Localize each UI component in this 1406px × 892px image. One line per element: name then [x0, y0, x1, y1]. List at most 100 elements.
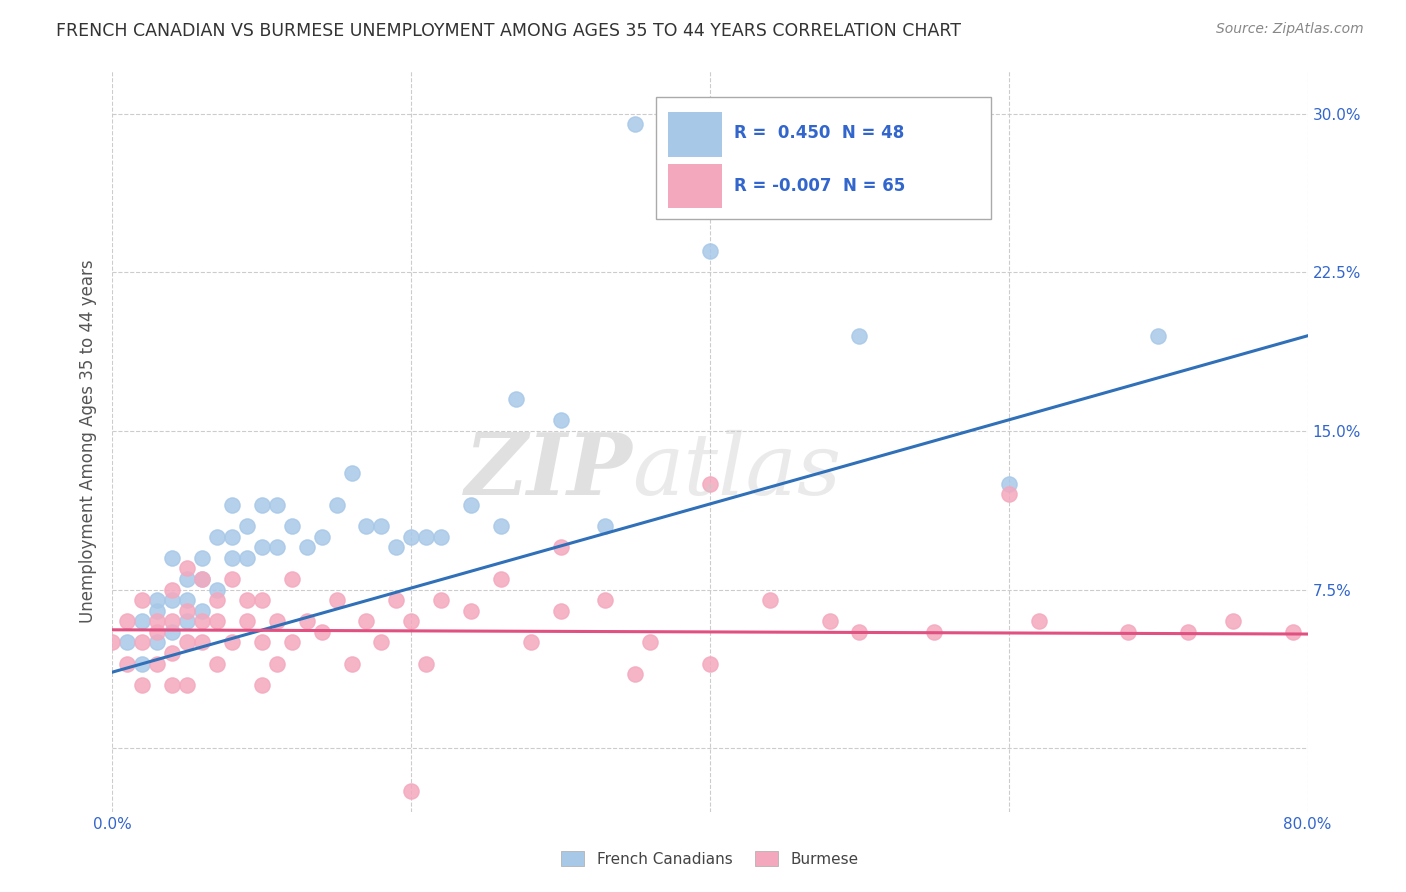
Point: [1177, 624, 1199, 639]
Point: [550, 413, 572, 427]
Point: [162, 678, 183, 692]
Point: [266, 657, 288, 671]
Point: [131, 615, 153, 629]
Point: [131, 657, 153, 671]
Point: [176, 572, 198, 586]
Point: [146, 615, 169, 629]
Point: [370, 519, 392, 533]
Point: [340, 657, 363, 671]
Point: [191, 572, 214, 586]
Point: [176, 604, 198, 618]
Point: [699, 476, 721, 491]
Point: [505, 392, 527, 407]
Point: [117, 635, 139, 649]
Point: [401, 530, 423, 544]
Point: [1028, 615, 1050, 629]
Point: [1147, 328, 1170, 343]
Point: [922, 624, 945, 639]
Point: [489, 572, 512, 586]
Point: [311, 624, 333, 639]
Point: [236, 519, 259, 533]
Point: [205, 582, 228, 597]
Point: [176, 678, 198, 692]
Point: [281, 519, 304, 533]
FancyBboxPatch shape: [668, 112, 723, 156]
Point: [595, 519, 617, 533]
Point: [205, 615, 228, 629]
Point: [1281, 624, 1303, 639]
Point: [117, 615, 139, 629]
Point: [1118, 624, 1140, 639]
Point: [221, 498, 243, 512]
Point: [281, 635, 304, 649]
Point: [295, 541, 318, 555]
Point: [205, 593, 228, 607]
Point: [460, 604, 482, 618]
FancyBboxPatch shape: [657, 97, 991, 219]
Text: FRENCH CANADIAN VS BURMESE UNEMPLOYMENT AMONG AGES 35 TO 44 YEARS CORRELATION CH: FRENCH CANADIAN VS BURMESE UNEMPLOYMENT …: [56, 22, 962, 40]
Point: [131, 678, 153, 692]
Point: [191, 550, 214, 565]
Point: [624, 667, 647, 681]
Point: [176, 561, 198, 575]
Point: [266, 615, 288, 629]
Point: [460, 498, 482, 512]
Point: [998, 476, 1021, 491]
Point: [236, 593, 259, 607]
Point: [162, 550, 183, 565]
Point: [146, 604, 169, 618]
Point: [101, 635, 124, 649]
Point: [146, 593, 169, 607]
Point: [550, 604, 572, 618]
Point: [385, 593, 408, 607]
Point: [221, 530, 243, 544]
Point: [266, 541, 288, 555]
Point: [221, 635, 243, 649]
Point: [340, 467, 363, 481]
Point: [146, 624, 169, 639]
Point: [250, 635, 273, 649]
Point: [117, 657, 139, 671]
Point: [295, 615, 318, 629]
Text: R =  0.450  N = 48: R = 0.450 N = 48: [734, 124, 904, 142]
Point: [131, 593, 153, 607]
FancyBboxPatch shape: [668, 164, 723, 209]
Point: [131, 635, 153, 649]
Point: [250, 678, 273, 692]
Point: [848, 328, 870, 343]
Point: [401, 615, 423, 629]
Point: [699, 657, 721, 671]
Point: [773, 149, 796, 163]
Point: [848, 624, 870, 639]
Point: [759, 593, 782, 607]
Legend: French Canadians, Burmese: French Canadians, Burmese: [554, 843, 866, 874]
Point: [385, 541, 408, 555]
Point: [162, 582, 183, 597]
Point: [489, 519, 512, 533]
Point: [415, 657, 437, 671]
Point: [624, 117, 647, 131]
Point: [250, 541, 273, 555]
Point: [221, 572, 243, 586]
Point: [699, 244, 721, 259]
Point: [191, 604, 214, 618]
Point: [162, 593, 183, 607]
Point: [250, 498, 273, 512]
Point: [325, 498, 347, 512]
Point: [205, 530, 228, 544]
Point: [311, 530, 333, 544]
Point: [550, 541, 572, 555]
Point: [221, 550, 243, 565]
Point: [176, 593, 198, 607]
Point: [325, 593, 347, 607]
Point: [370, 635, 392, 649]
Point: [1222, 615, 1244, 629]
Point: [236, 550, 259, 565]
Point: [356, 615, 378, 629]
Point: [415, 530, 437, 544]
Point: [236, 615, 259, 629]
Point: [146, 657, 169, 671]
Point: [520, 635, 543, 649]
Point: [401, 783, 423, 797]
Point: [162, 646, 183, 660]
